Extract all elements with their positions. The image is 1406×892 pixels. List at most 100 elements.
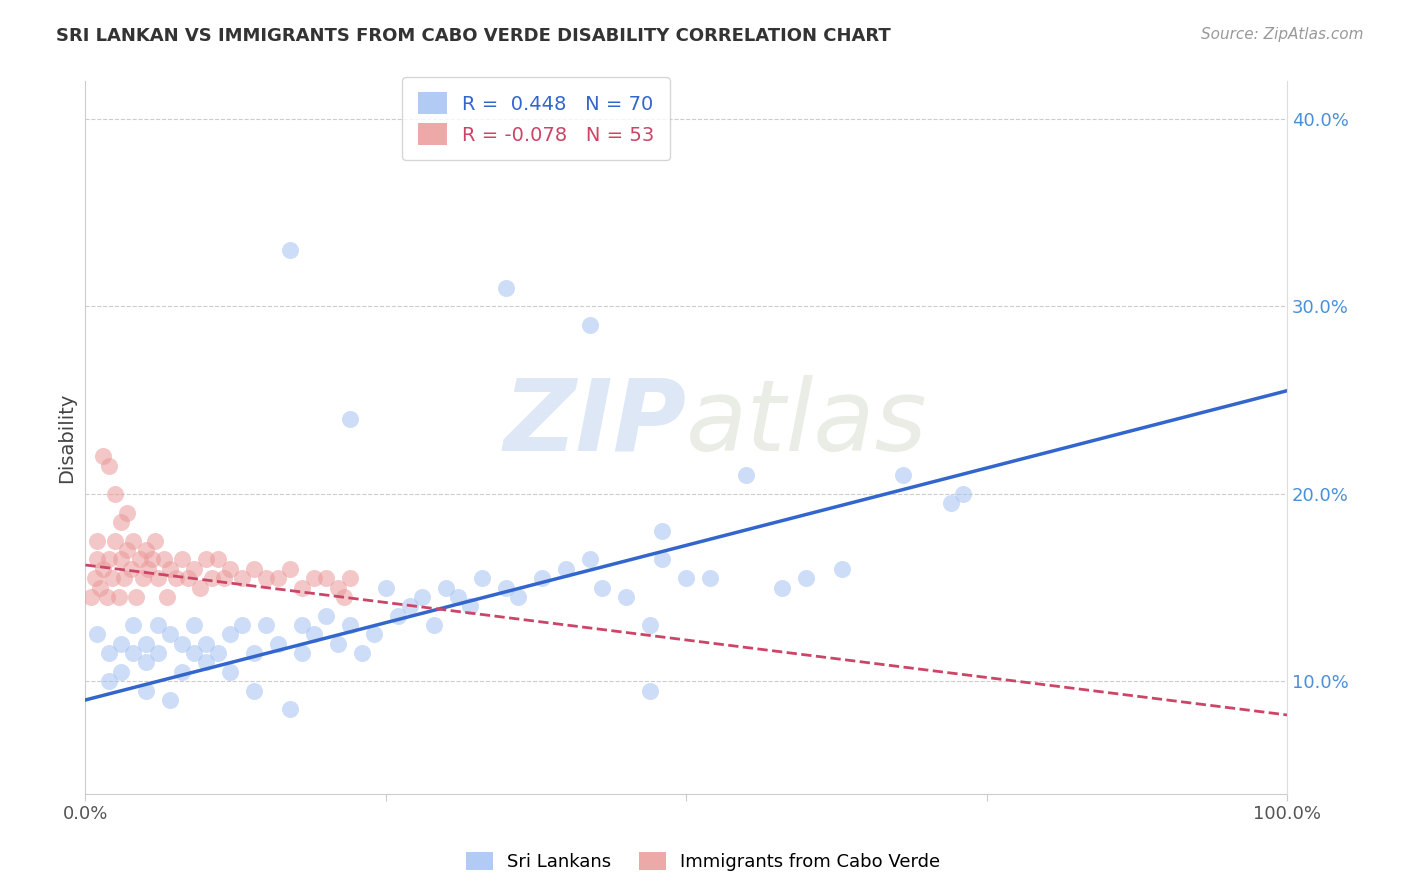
Point	[170, 665, 193, 679]
Point	[117, 543, 139, 558]
Point	[302, 627, 325, 641]
Point	[141, 552, 163, 566]
Point	[411, 590, 433, 604]
Point	[207, 552, 229, 566]
Point	[188, 581, 211, 595]
Point	[651, 552, 673, 566]
Point	[194, 637, 217, 651]
Point	[291, 646, 314, 660]
Point	[796, 571, 818, 585]
Point	[447, 590, 470, 604]
Point	[125, 590, 148, 604]
Point	[339, 412, 361, 426]
Point	[134, 543, 156, 558]
Point	[132, 571, 155, 585]
Point	[110, 665, 132, 679]
Point	[952, 487, 974, 501]
Point	[471, 571, 494, 585]
Point	[555, 562, 578, 576]
Point	[183, 562, 205, 576]
Point	[434, 581, 457, 595]
Point	[891, 468, 914, 483]
Point	[176, 571, 198, 585]
Point	[699, 571, 721, 585]
Point	[98, 458, 121, 473]
Point	[104, 533, 127, 548]
Point	[495, 280, 517, 294]
Point	[143, 533, 166, 548]
Point	[326, 637, 349, 651]
Point	[108, 590, 131, 604]
Point	[218, 627, 240, 641]
Point	[80, 590, 103, 604]
Point	[159, 693, 181, 707]
Point	[93, 562, 115, 576]
Point	[326, 581, 349, 595]
Point	[638, 618, 661, 632]
Point	[122, 618, 145, 632]
Text: atlas: atlas	[686, 375, 928, 472]
Point	[770, 581, 793, 595]
Point	[315, 571, 337, 585]
Point	[278, 562, 301, 576]
Point	[146, 618, 169, 632]
Point	[122, 533, 145, 548]
Point	[122, 646, 145, 660]
Point	[194, 552, 217, 566]
Text: SRI LANKAN VS IMMIGRANTS FROM CABO VERDE DISABILITY CORRELATION CHART: SRI LANKAN VS IMMIGRANTS FROM CABO VERDE…	[56, 27, 891, 45]
Point	[267, 571, 290, 585]
Point	[614, 590, 637, 604]
Point	[675, 571, 697, 585]
Point	[506, 590, 529, 604]
Point	[128, 552, 150, 566]
Point	[146, 571, 169, 585]
Point	[242, 562, 264, 576]
Point	[156, 590, 179, 604]
Point	[291, 581, 314, 595]
Point	[651, 524, 673, 539]
Y-axis label: Disability: Disability	[58, 392, 76, 483]
Point	[278, 243, 301, 257]
Point	[134, 637, 156, 651]
Point	[278, 702, 301, 716]
Point	[84, 571, 107, 585]
Text: Source: ZipAtlas.com: Source: ZipAtlas.com	[1201, 27, 1364, 42]
Point	[333, 590, 356, 604]
Point	[350, 646, 373, 660]
Point	[98, 674, 121, 689]
Point	[159, 627, 181, 641]
Point	[93, 450, 115, 464]
Point	[98, 552, 121, 566]
Point	[96, 590, 118, 604]
Point	[735, 468, 758, 483]
Point	[165, 571, 187, 585]
Point	[231, 618, 253, 632]
Point	[194, 656, 217, 670]
Point	[339, 571, 361, 585]
Point	[315, 608, 337, 623]
Point	[212, 571, 235, 585]
Point	[363, 627, 385, 641]
Point	[591, 581, 613, 595]
Point	[638, 683, 661, 698]
Point	[110, 552, 132, 566]
Point	[254, 571, 277, 585]
Point	[531, 571, 554, 585]
Legend: R =  0.448   N = 70, R = -0.078   N = 53: R = 0.448 N = 70, R = -0.078 N = 53	[402, 77, 671, 161]
Point	[218, 665, 240, 679]
Point	[104, 487, 127, 501]
Point	[101, 571, 124, 585]
Point	[218, 562, 240, 576]
Point	[98, 646, 121, 660]
Point	[242, 683, 264, 698]
Point	[291, 618, 314, 632]
Point	[579, 318, 602, 332]
Point	[339, 618, 361, 632]
Point	[110, 637, 132, 651]
Point	[254, 618, 277, 632]
Point	[201, 571, 224, 585]
Point	[159, 562, 181, 576]
Point	[152, 552, 174, 566]
Legend: Sri Lankans, Immigrants from Cabo Verde: Sri Lankans, Immigrants from Cabo Verde	[458, 845, 948, 879]
Point	[136, 562, 159, 576]
